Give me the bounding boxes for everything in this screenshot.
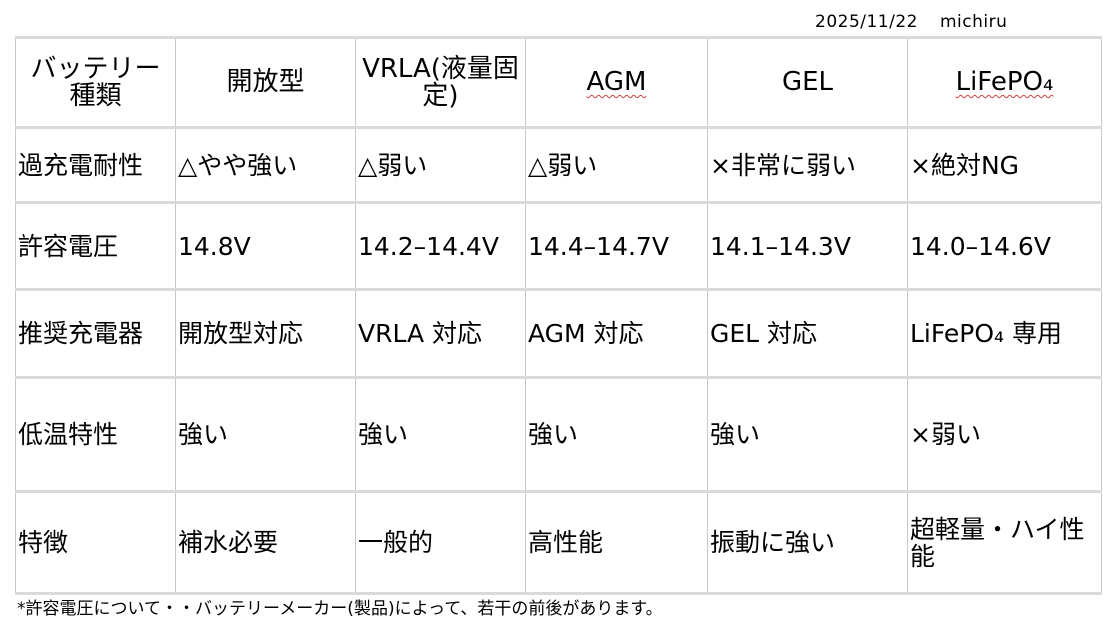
- row-label: 推奨充電器: [15, 288, 176, 379]
- table-cell: 一般的: [355, 490, 526, 595]
- table-cell: 超軽量・ハイ性能: [907, 490, 1102, 595]
- table-cell: 14.0–14.6V: [907, 201, 1102, 291]
- table-cell: △弱い: [525, 126, 708, 204]
- row-label: 許容電圧: [15, 201, 176, 291]
- row-label: 低温特性: [15, 376, 176, 493]
- table-cell: 強い: [525, 376, 708, 493]
- table-cell: GEL 対応: [707, 288, 908, 379]
- header-cell: バッテリー種類: [15, 36, 176, 129]
- header-cell: AGM: [525, 36, 708, 129]
- author: michiru: [939, 12, 1008, 32]
- table-cell: 高性能: [525, 490, 708, 595]
- table-row: 過充電耐性 △やや強い △弱い △弱い ×非常に弱い ×絶対NG: [15, 126, 1102, 204]
- table-cell: ×絶対NG: [907, 126, 1102, 204]
- table-cell: 14.2–14.4V: [355, 201, 526, 291]
- table-cell: 開放型対応: [175, 288, 356, 379]
- table-cell: VRLA 対応: [355, 288, 526, 379]
- table-cell: 振動に強い: [707, 490, 908, 595]
- table-cell: 14.4–14.7V: [525, 201, 708, 291]
- table-cell: △やや強い: [175, 126, 356, 204]
- table-cell: ×弱い: [907, 376, 1102, 493]
- table-cell: 強い: [355, 376, 526, 493]
- table-cell: AGM 対応: [525, 288, 708, 379]
- row-label: 特徴: [15, 490, 176, 595]
- table-cell: △弱い: [355, 126, 526, 204]
- table-row: 推奨充電器 開放型対応 VRLA 対応 AGM 対応 GEL 対応 LiFePO₄ 専用: [15, 288, 1102, 379]
- table-cell: 14.8V: [175, 201, 356, 291]
- table-cell: LiFePO₄ 専用: [907, 288, 1102, 379]
- table-cell: 強い: [175, 376, 356, 493]
- footnote: *許容電圧について・・バッテリーメーカー(製品)によって、若干の前後があります。: [17, 599, 663, 619]
- table-row: 特徴 補水必要 一般的 高性能 振動に強い 超軽量・ハイ性能: [15, 490, 1102, 595]
- table-row: 許容電圧 14.8V 14.2–14.4V 14.4–14.7V 14.1–14.3V 1…: [15, 201, 1102, 291]
- header-row: バッテリー種類 開放型 VRLA(液量固定) AGM GEL LiFePO₄: [15, 36, 1102, 129]
- date: 2025/11/22: [815, 12, 918, 32]
- table-cell: 補水必要: [175, 490, 356, 595]
- table-cell: ×非常に弱い: [707, 126, 908, 204]
- table-row: 低温特性 強い 強い 強い 強い ×弱い: [15, 376, 1102, 493]
- battery-comparison-table: バッテリー種類 開放型 VRLA(液量固定) AGM GEL LiFePO₄ 過…: [15, 36, 1102, 595]
- header-cell: 開放型: [175, 36, 356, 129]
- header-cell: LiFePO₄: [907, 36, 1102, 129]
- header-cell: GEL: [707, 36, 908, 129]
- row-label: 過充電耐性: [15, 126, 176, 204]
- table-cell: 強い: [707, 376, 908, 493]
- header-cell: VRLA(液量固定): [355, 36, 526, 129]
- table-cell: 14.1–14.3V: [707, 201, 908, 291]
- document-meta: 2025/11/22 michiru: [815, 12, 1029, 32]
